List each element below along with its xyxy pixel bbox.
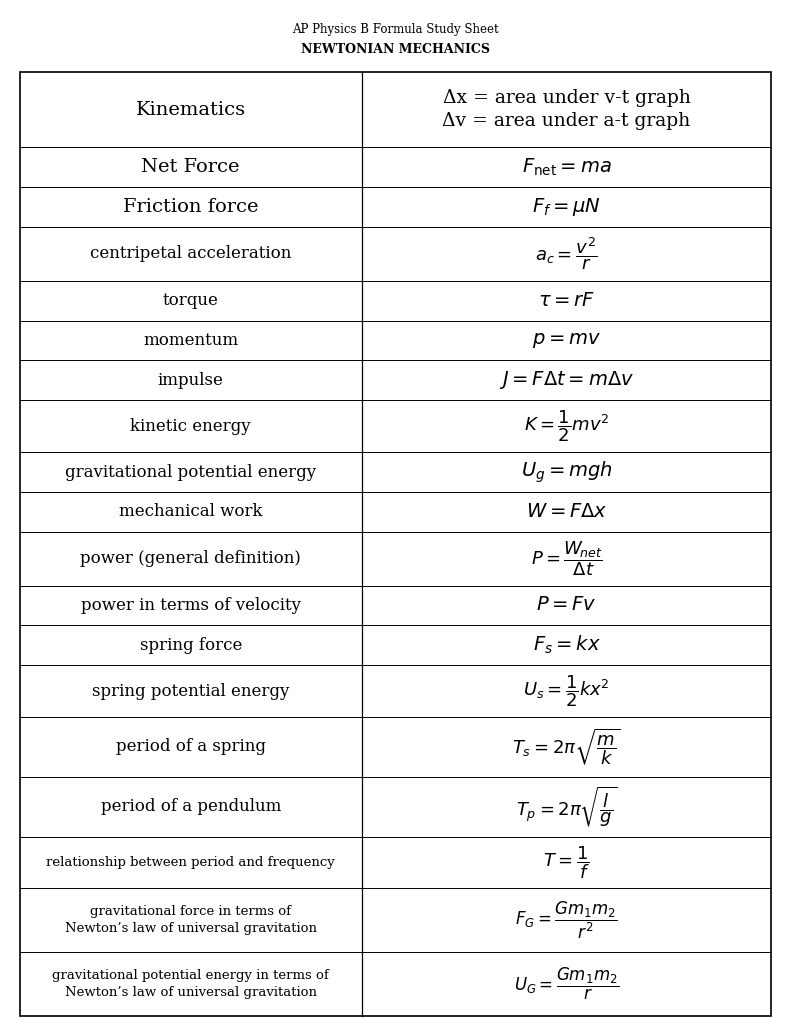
- Text: power (general definition): power (general definition): [81, 550, 301, 567]
- Text: $T = \dfrac{1}{f}$: $T = \dfrac{1}{f}$: [543, 844, 590, 881]
- Text: mechanical work: mechanical work: [119, 504, 263, 520]
- Text: torque: torque: [163, 292, 218, 309]
- Text: $T_p = 2\pi\sqrt{\dfrac{l}{g}}$: $T_p = 2\pi\sqrt{\dfrac{l}{g}}$: [516, 784, 617, 828]
- Text: $J = F\Delta t = m\Delta v$: $J = F\Delta t = m\Delta v$: [499, 370, 634, 391]
- Text: $U_s = \dfrac{1}{2}kx^2$: $U_s = \dfrac{1}{2}kx^2$: [523, 674, 610, 709]
- Text: gravitational potential energy: gravitational potential energy: [65, 464, 316, 480]
- Text: spring potential energy: spring potential energy: [92, 683, 290, 699]
- Text: spring force: spring force: [139, 637, 242, 654]
- Text: $p = mv$: $p = mv$: [532, 331, 601, 350]
- Text: $F_f = \mu N$: $F_f = \mu N$: [532, 197, 601, 218]
- Text: gravitational potential energy in terms of
Newton’s law of universal gravitation: gravitational potential energy in terms …: [52, 969, 329, 999]
- Text: $a_c = \dfrac{v^2}{r}$: $a_c = \dfrac{v^2}{r}$: [536, 236, 598, 272]
- Text: $K = \dfrac{1}{2}mv^2$: $K = \dfrac{1}{2}mv^2$: [524, 409, 609, 444]
- Text: power in terms of velocity: power in terms of velocity: [81, 597, 301, 614]
- Text: $T_s = 2\pi\sqrt{\dfrac{m}{k}}$: $T_s = 2\pi\sqrt{\dfrac{m}{k}}$: [512, 727, 621, 767]
- Text: period of a spring: period of a spring: [115, 738, 266, 756]
- Text: Δx = area under v-t graph
Δv = area under a-t graph: Δx = area under v-t graph Δv = area unde…: [442, 89, 691, 130]
- Text: gravitational force in terms of
Newton’s law of universal gravitation: gravitational force in terms of Newton’s…: [65, 905, 316, 935]
- Text: centripetal acceleration: centripetal acceleration: [90, 246, 291, 262]
- Text: kinetic energy: kinetic energy: [131, 418, 251, 435]
- Text: $\tau = rF$: $\tau = rF$: [538, 292, 595, 309]
- Text: $F_{\mathrm{net}} = ma$: $F_{\mathrm{net}} = ma$: [521, 157, 611, 178]
- Text: $P = \dfrac{W_{\!net}}{\Delta t}$: $P = \dfrac{W_{\!net}}{\Delta t}$: [531, 540, 603, 578]
- Text: momentum: momentum: [143, 332, 238, 349]
- Text: impulse: impulse: [157, 372, 224, 389]
- Text: $U_G = \dfrac{Gm_1 m_2}{r}$: $U_G = \dfrac{Gm_1 m_2}{r}$: [514, 966, 619, 1002]
- Text: AP Physics B Formula Study Sheet: AP Physics B Formula Study Sheet: [292, 23, 499, 36]
- Text: $U_g = mgh$: $U_g = mgh$: [520, 460, 612, 484]
- Text: $P = Fv$: $P = Fv$: [536, 597, 596, 614]
- Text: Friction force: Friction force: [123, 198, 259, 216]
- Text: $W = F\Delta x$: $W = F\Delta x$: [526, 503, 607, 521]
- Text: $F_s = kx$: $F_s = kx$: [532, 634, 600, 656]
- Text: $F_G = \dfrac{Gm_1 m_2}{r^2}$: $F_G = \dfrac{Gm_1 m_2}{r^2}$: [515, 899, 618, 941]
- Text: relationship between period and frequency: relationship between period and frequenc…: [47, 856, 335, 869]
- Text: Net Force: Net Force: [142, 159, 240, 176]
- Text: period of a pendulum: period of a pendulum: [100, 798, 281, 815]
- Text: Kinematics: Kinematics: [136, 100, 246, 119]
- Text: NEWTONIAN MECHANICS: NEWTONIAN MECHANICS: [301, 43, 490, 56]
